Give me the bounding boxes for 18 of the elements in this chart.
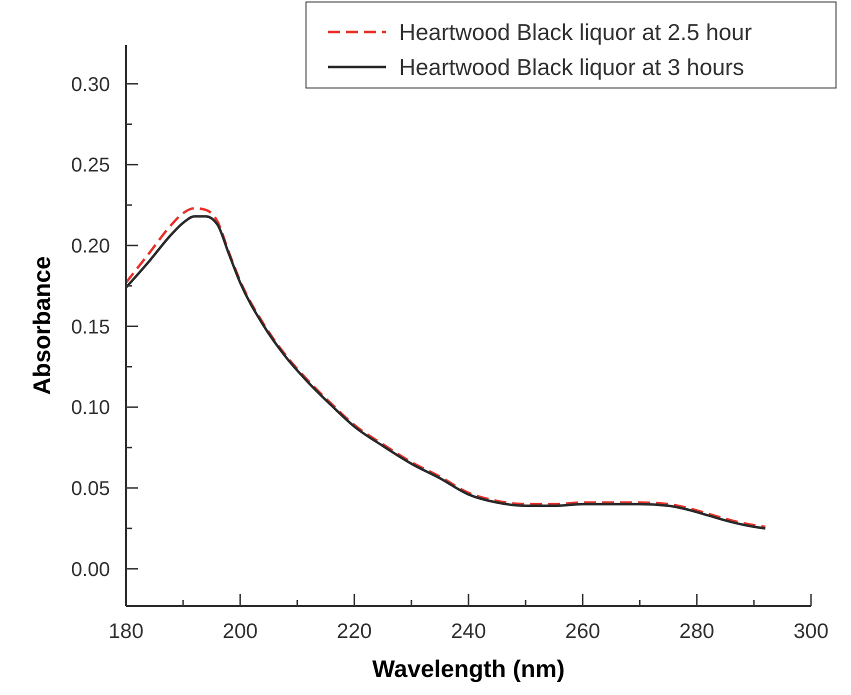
y-axis-title: Absorbance: [29, 256, 56, 395]
x-tick-label: 220: [336, 620, 372, 643]
y-tick-label: 0.30: [71, 74, 110, 96]
x-tick-label: 240: [450, 620, 486, 643]
legend-label: Heartwood Black liquor at 3 hours: [399, 54, 744, 80]
y-tick-label: 0.25: [71, 154, 110, 177]
y-tick-label: 0.00: [71, 558, 110, 581]
y-tick-label: 0.10: [71, 397, 110, 420]
x-tick-label: 280: [679, 620, 714, 643]
x-tick-label: 200: [222, 620, 258, 643]
x-tick-label: 300: [793, 620, 829, 643]
x-tick-label: 260: [565, 620, 600, 643]
y-tick-label: 0.20: [71, 235, 110, 258]
x-tick-label: 180: [108, 620, 144, 643]
legend-label: Heartwood Black liquor at 2.5 hour: [399, 19, 752, 45]
x-axis-title: Wavelength (nm): [372, 656, 565, 683]
y-tick-label: 0.05: [71, 478, 110, 500]
y-tick-label: 0.15: [71, 316, 110, 338]
